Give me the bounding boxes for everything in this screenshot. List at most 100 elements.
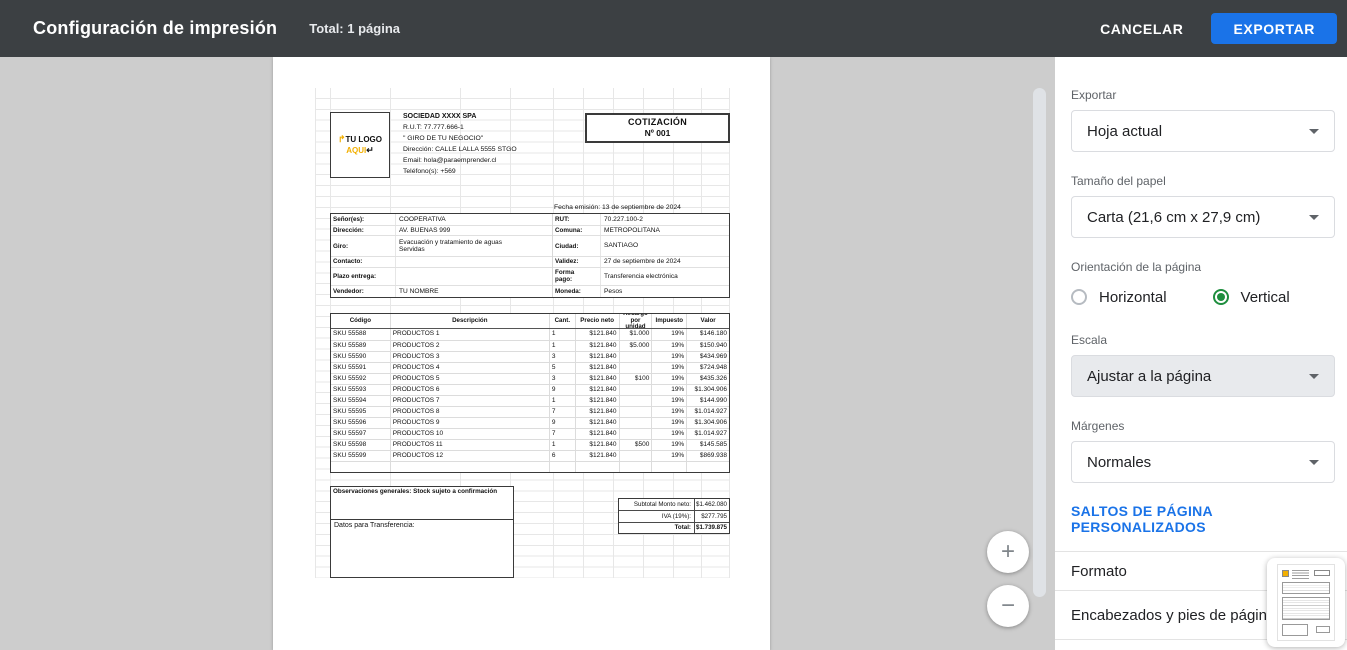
client-row-value: 70.227.100-2 [604, 215, 643, 223]
item-row: SKU 55599 PRODUCTOS 12 6 $121.840 19% $869.93… [331, 450, 729, 461]
cancel-button[interactable]: CANCELAR [1100, 20, 1184, 37]
item-cell: $145.585 [699, 441, 728, 448]
item-cell: PRODUCTOS 6 [391, 385, 550, 395]
quotation-title: COTIZACIÓN [628, 117, 687, 127]
paper-size-label: Tamaño del papel [1071, 174, 1166, 188]
item-cell: 19% [652, 451, 688, 461]
company-logo: ↱TU LOGO AQUI↵ [330, 112, 390, 178]
item-cell: SKU 55588 [331, 329, 391, 340]
company-line: " GIRO DE TU NEGOCIO" [403, 135, 484, 142]
item-cell: 1 [550, 329, 576, 340]
client-row: RUT: 70.227.100-2 [553, 214, 729, 225]
item-row: SKU 55588 PRODUCTOS 1 1 $121.840 $1.000 19% $1… [331, 329, 729, 340]
orientation-vertical-radio[interactable]: Vertical [1212, 289, 1290, 306]
client-row-value: TU NOMBRE [399, 287, 439, 295]
divider [1055, 590, 1347, 591]
item-row [331, 461, 729, 472]
item-cell: 9 [550, 418, 576, 428]
client-row: Dirección: AV. BUENAS 999 [331, 224, 552, 236]
items-header-cell: Cant. [550, 314, 576, 328]
item-cell: SKU 55598 [331, 440, 391, 450]
items-header-cell: Valor [700, 316, 716, 324]
item-row: SKU 55597 PRODUCTOS 10 7 $121.840 19% $1.014.… [331, 428, 729, 439]
orientation-horizontal-radio[interactable]: Horizontal [1071, 289, 1167, 306]
orientation-options: Horizontal Vertical [1071, 287, 1335, 307]
client-row: Comuna: METROPOLITANA [553, 224, 729, 236]
thumbnail-company-lines [1292, 570, 1309, 579]
paper-size-dropdown[interactable]: Carta (21,6 cm x 27,9 cm) [1071, 196, 1335, 238]
totals-label: Subtotal Monto neto: [619, 499, 695, 511]
logo-arrow-up-icon: ↱ [338, 134, 346, 144]
client-row-value: SANTIAGO [604, 242, 639, 250]
client-row-label: Señor(es): [331, 214, 396, 225]
item-row: SKU 55590 PRODUCTOS 3 3 $121.840 19% $434.969 [331, 351, 729, 362]
item-cell: SKU 55590 [331, 352, 391, 362]
totals-box: Subtotal Monto neto: $1.462.080 IVA (19%):… [618, 498, 730, 534]
item-cell: SKU 55599 [331, 451, 391, 461]
client-info-left: Señor(es): COOPERATIVA Dirección: AV. BUENA… [331, 214, 553, 297]
item-cell [620, 429, 653, 439]
item-cell: 19% [652, 396, 688, 406]
grid-line [315, 88, 316, 578]
page-thumbnail-card[interactable] [1267, 558, 1345, 647]
export-label: Exportar [1071, 88, 1117, 102]
zoom-in-button[interactable]: + [987, 531, 1029, 573]
paper-size-value: Carta (21,6 cm x 27,9 cm) [1087, 208, 1261, 226]
company-line: Teléfono(s): +569 [403, 168, 456, 175]
company-line: Email: hola@paraemprender.cl [403, 157, 497, 164]
margins-dropdown[interactable]: Normales [1071, 441, 1335, 483]
item-cell: 3 [550, 374, 576, 384]
client-row-value: COOPERATIVA [399, 215, 446, 223]
item-cell: $5.000 [620, 341, 653, 351]
client-row: Ciudad: SANTIAGO [553, 235, 729, 256]
item-cell: $500 [620, 440, 653, 450]
margins-value: Normales [1087, 453, 1152, 471]
totals-label: Total: [619, 522, 695, 533]
item-cell: PRODUCTOS 4 [391, 363, 550, 373]
observations-box: Observaciones generales: Stock sujeto a … [330, 486, 514, 520]
item-cell: $144.990 [699, 397, 728, 404]
item-cell: 19% [652, 341, 688, 351]
totals-value: $277.795 [701, 512, 727, 520]
item-cell: $146.180 [699, 330, 728, 337]
export-target-dropdown[interactable]: Hoja actual [1071, 110, 1335, 152]
item-cell: PRODUCTOS 3 [391, 352, 550, 362]
scale-dropdown[interactable]: Ajustar a la página [1071, 355, 1335, 397]
main-area: ↱TU LOGO AQUI↵ SOCIEDAD XXXX SPA R.U.T: … [0, 57, 1347, 650]
item-cell: 9 [550, 385, 576, 395]
item-cell: $121.840 [576, 418, 620, 428]
item-cell: $121.840 [576, 341, 620, 351]
thumbnail-quote-box [1314, 570, 1330, 576]
item-row: SKU 55596 PRODUCTOS 9 9 $121.840 19% $1.304.9… [331, 417, 729, 428]
item-cell [620, 451, 653, 461]
item-cell: SKU 55596 [331, 418, 391, 428]
print-settings-header: Configuración de impresión Total: 1 pági… [0, 0, 1347, 57]
item-cell: 19% [652, 385, 688, 395]
company-line: R.U.T: 77.777.666-1 [403, 124, 464, 131]
quotation-number-box: COTIZACIÓN Nº 001 [585, 113, 730, 143]
item-cell: $121.840 [576, 440, 620, 450]
item-cell: $724.948 [699, 364, 728, 371]
item-cell [620, 363, 653, 373]
zoom-out-button[interactable]: − [987, 585, 1029, 627]
preview-scrollbar[interactable] [1033, 88, 1046, 597]
client-row: Forma pago: Transferencia electrónica [553, 266, 729, 286]
client-row-label: Moneda: [553, 286, 601, 297]
item-cell [391, 462, 550, 472]
item-cell: PRODUCTOS 7 [391, 396, 550, 406]
custom-page-breaks-link[interactable]: SALTOS DE PÁGINA PERSONALIZADOS [1071, 503, 1213, 535]
item-cell: $121.840 [576, 363, 620, 373]
item-cell: 19% [652, 407, 688, 417]
items-header-cell: Recargo por unidad [620, 314, 653, 328]
item-cell [620, 407, 653, 417]
export-button[interactable]: EXPORTAR [1211, 13, 1337, 44]
quotation-document: ↱TU LOGO AQUI↵ SOCIEDAD XXXX SPA R.U.T: … [273, 57, 770, 650]
item-cell: 3 [550, 352, 576, 362]
item-cell: $1.014.927 [694, 430, 728, 437]
item-cell: 19% [652, 329, 688, 340]
section-headers-footers[interactable]: Encabezados y pies de página [1071, 591, 1335, 639]
item-cell: $121.840 [576, 374, 620, 384]
client-row-value: Pesos [604, 287, 623, 295]
totals-row: IVA (19%): $277.795 [619, 510, 729, 522]
client-info-table: Señor(es): COOPERATIVA Dirección: AV. BUENA… [330, 213, 730, 298]
